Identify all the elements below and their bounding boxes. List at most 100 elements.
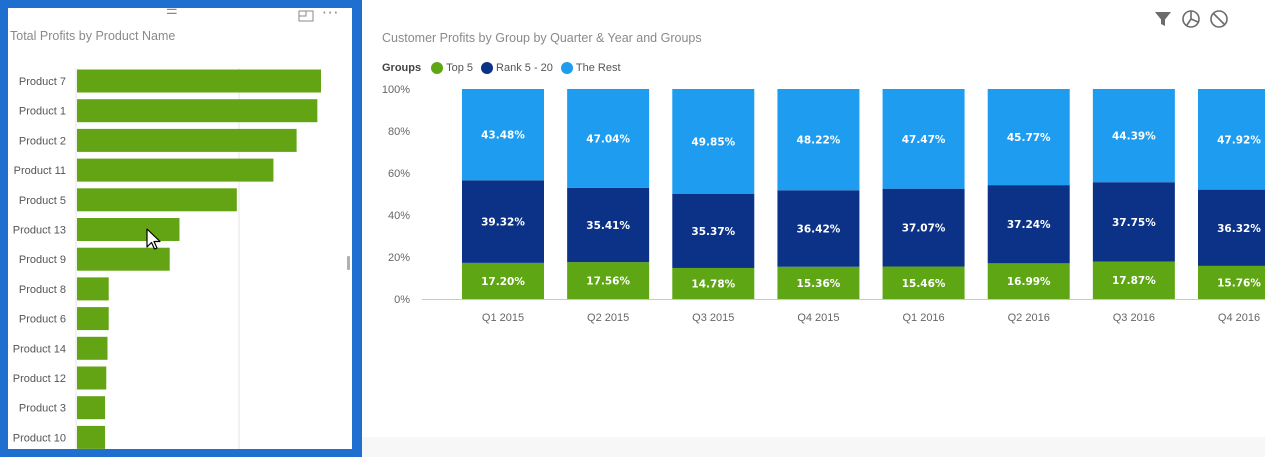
visual-header-icons [1152,8,1230,30]
filter-icon[interactable] [1152,8,1174,30]
bar-segment [1198,265,1265,299]
resize-handle[interactable] [347,256,350,270]
category-label: Product 9 [19,254,66,266]
bar-segment [567,187,650,263]
data-label: 47.04% [586,133,630,145]
category-label: Product 10 [13,432,66,444]
product-profits-visual-body: ☰ ··· Total Profits by Product Name Prod… [8,8,352,449]
y-tick-label: 40% [388,210,410,222]
bar [77,247,170,271]
data-label: 15.46% [902,278,946,290]
legend-item-rank-5-20[interactable]: Rank 5 - 20 [481,62,553,74]
bar [77,218,180,241]
customer-profits-chart[interactable]: 0% 20% 40% 60% 80% 100% 17.20% 39.32% 43.48% Q1 2… [362,0,1265,437]
data-label: 39.32% [481,217,525,229]
bar [77,396,106,420]
data-label: 15.76% [1217,277,1261,289]
x-tick-label: Q2 2015 [587,312,629,324]
bar [77,366,107,390]
category-label: Product 6 [19,314,66,326]
bar [77,307,109,331]
x-tick-label: Q3 2016 [1113,312,1155,324]
data-label: 37.75% [1112,217,1156,229]
bar-segment [672,267,755,299]
data-label: 36.32% [1217,223,1261,235]
no-interaction-icon[interactable] [1208,8,1230,30]
data-label: 49.85% [691,136,735,148]
data-label: 16.99% [1007,276,1051,288]
bar [77,277,109,301]
bar-segment [462,89,544,181]
legend-dot-top-5 [431,62,444,74]
bar-segment [462,262,544,299]
bar [77,188,237,212]
bar [77,99,318,123]
bar-segment [462,180,544,263]
data-label: 17.20% [481,276,525,288]
bar-segment [882,188,965,267]
legend-dot-rank-5-20 [481,62,494,74]
focus-mode-icon[interactable] [298,10,314,25]
data-label: 45.77% [1007,132,1051,144]
category-label: Product 13 [13,225,66,237]
chart-legend: Groups Top 5 Rank 5 - 20 The Rest [382,60,629,76]
category-label: Product 5 [19,195,66,207]
bar [77,158,274,182]
data-label: 37.07% [902,223,946,235]
data-label: 36.42% [797,224,841,236]
bar-segment [987,89,1070,186]
analytics-icon[interactable] [1180,8,1202,30]
bar [77,336,108,360]
legend-label-rank-5-20: Rank 5 - 20 [496,62,553,74]
bar-segment [777,266,860,299]
y-tick-label: 60% [388,168,410,180]
category-label: Product 8 [19,284,66,296]
data-label: 35.37% [691,226,735,238]
data-label: 35.41% [586,220,630,232]
legend-label-top-5: Top 5 [446,62,474,74]
legend-item-top-5[interactable]: Top 5 [431,62,473,74]
data-label: 48.22% [797,135,841,147]
y-tick-label: 0% [394,294,410,306]
bar-segment [882,266,965,299]
category-label: Product 1 [19,106,66,118]
bar-segment [777,190,860,267]
bar [77,128,297,152]
bar-segment [1198,189,1265,266]
bar [77,425,106,449]
legend-item-the-rest[interactable]: The Rest [560,62,621,74]
more-options-icon[interactable]: ··· [322,8,340,22]
x-tick-label: Q4 2016 [1218,312,1260,324]
bar-segment [1092,182,1175,262]
product-profits-title: Total Profits by Product Name [10,29,176,43]
product-profits-chart[interactable]: Product 7 Product 1 Product 2 Product 11 Pro… [8,8,352,449]
bar-segment [567,262,650,299]
legend-dot-the-rest [560,62,573,74]
category-label: Product 12 [13,373,66,385]
data-label: 47.47% [902,134,946,146]
y-tick-label: 80% [388,126,410,138]
data-label: 14.78% [691,278,735,290]
product-profits-visual[interactable]: ☰ ··· Total Profits by Product Name Prod… [0,0,362,457]
x-tick-label: Q1 2016 [902,312,944,324]
bar-segment [1092,88,1175,183]
x-tick-label: Q1 2015 [482,312,524,324]
customer-profits-title: Customer Profits by Group by Quarter & Y… [382,31,702,45]
data-label: 43.48% [481,130,525,142]
bar-segment [567,88,650,188]
legend-label-the-rest: The Rest [575,62,621,74]
bar-segment [987,185,1070,264]
customer-profits-visual[interactable]: Customer Profits by Group by Quarter & Y… [362,0,1265,457]
bar-segment [672,193,755,268]
y-tick-label: 100% [382,84,410,96]
bar-segment [882,89,965,189]
data-label: 17.56% [586,276,630,288]
data-label: 47.92% [1217,134,1261,146]
drag-handle-icon[interactable]: ☰ [166,8,178,18]
category-label: Product 2 [19,135,66,147]
category-label: Product 7 [19,76,66,88]
data-label: 17.87% [1112,275,1156,287]
data-label: 44.39% [1112,131,1156,143]
bar-segment [987,263,1070,299]
x-tick-label: Q4 2015 [797,312,839,324]
